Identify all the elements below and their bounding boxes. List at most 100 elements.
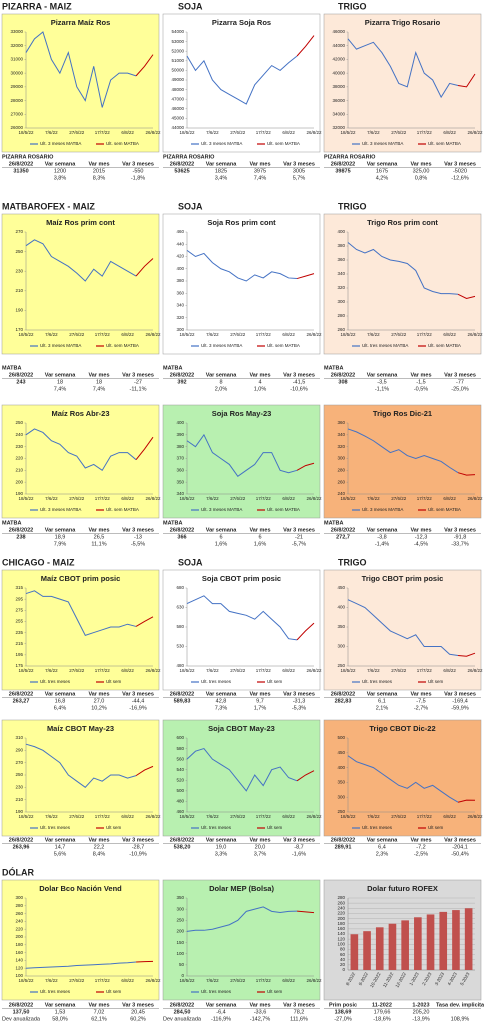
line-series — [135, 54, 154, 77]
table-header: 26/8/2022 — [170, 837, 194, 843]
line-series — [25, 239, 137, 282]
y-tick-label: 600 — [176, 735, 184, 740]
y-tick-label: 32000 — [332, 125, 345, 130]
x-tick-label: 7/6/22 — [45, 668, 58, 673]
x-tick-label: 27/6/22 — [391, 668, 407, 673]
y-tick-label: 360 — [176, 290, 184, 295]
chart-title: Trigo CBOT prim posic — [362, 574, 444, 583]
x-tick-label: 7/6/22 — [45, 978, 58, 983]
legend-label: Ult. sem MATBA — [428, 507, 461, 512]
table-cell: -3,5 — [377, 379, 386, 385]
y-tick-label: 50 — [179, 962, 185, 967]
chart-panel — [323, 213, 482, 355]
x-tick-label: 1-2023 — [408, 971, 420, 986]
table-cell: 3,8% — [54, 175, 67, 181]
bar — [464, 908, 473, 970]
y-tick-label: 310 — [15, 735, 23, 740]
y-tick-label: 100 — [176, 951, 184, 956]
chart-title: Trigo CBOT Dic-22 — [369, 724, 435, 733]
table-header: 26/8/2022 — [331, 691, 355, 697]
y-tick-label: 300 — [337, 794, 345, 799]
table-cell: 20,45 — [131, 1009, 145, 1015]
x-tick-label: 27/6/22 — [230, 130, 246, 135]
legend-label: Ult. tres meses MATBA — [362, 343, 408, 348]
x-tick-label: 26/8/22 — [467, 814, 483, 819]
table-header: 26/8/2022 — [331, 837, 355, 843]
y-tick-label: 200 — [176, 929, 184, 934]
table-cell: -1,1% — [375, 386, 389, 392]
table-cell: 3,3% — [215, 851, 228, 857]
table-cell: -13,9% — [412, 1016, 430, 1022]
table-header: Var 3 meses — [283, 372, 315, 378]
x-tick-label: 27/6/22 — [230, 496, 246, 501]
table-header: Var mes — [249, 1002, 270, 1008]
table-header: Var 3 meses — [444, 161, 476, 167]
table-header: Var semana — [206, 691, 238, 697]
table-label: MATBA — [163, 365, 182, 371]
y-tick-label: 360 — [337, 257, 345, 262]
line-series — [186, 249, 298, 282]
y-tick-label: 400 — [176, 266, 184, 271]
y-tick-label: 29000 — [10, 84, 23, 89]
table-cell: 6,4 — [378, 844, 386, 850]
y-tick-label: 560 — [176, 756, 184, 761]
legend-label: Ult sem — [267, 825, 283, 830]
table-cell: -27 — [134, 379, 142, 385]
x-tick-label: 18/5/22 — [340, 668, 356, 673]
table-cell: 20,0 — [255, 844, 266, 850]
legend-label: Ult. tres meses — [201, 989, 232, 994]
y-tick-label: 400 — [337, 765, 345, 770]
y-tick-label: 150 — [176, 940, 184, 945]
bar — [388, 923, 397, 970]
table-header: Var 3 meses — [122, 1002, 154, 1008]
x-tick-label: 7/6/22 — [45, 496, 58, 501]
table-header: 26/8/2022 — [9, 161, 33, 167]
table-cell: 7,9% — [54, 541, 67, 547]
y-tick-label: 260 — [15, 911, 23, 916]
table-cell: -25,0% — [451, 386, 469, 392]
y-tick-label: 630 — [176, 605, 184, 610]
table-cell: 58,0% — [52, 1016, 68, 1022]
table-header: Var mes — [410, 161, 431, 167]
x-tick-label: 26/8/22 — [467, 668, 483, 673]
y-tick-label: 270 — [15, 760, 23, 765]
chart-panel — [323, 569, 482, 691]
x-tick-label: 26/8/22 — [467, 332, 483, 337]
chart-title: Pizarra Maíz Ros — [51, 18, 111, 27]
line-series — [135, 258, 154, 277]
bar — [439, 911, 448, 970]
table-label: PIZARRA ROSARIO — [324, 154, 376, 160]
table-header: Var mes — [410, 527, 431, 533]
chart-panel — [162, 569, 321, 691]
y-tick-label: 190 — [15, 308, 23, 313]
table-cell: 62,1% — [91, 1016, 107, 1022]
table-cell: 1200 — [54, 168, 66, 174]
table-cell: -21 — [295, 534, 303, 540]
table-header: Var 3 meses — [122, 837, 154, 843]
legend-label: Ult sem — [106, 989, 122, 994]
x-tick-label: 6/8/22 — [282, 130, 295, 135]
section-heading: PIZARRA - MAIZ — [2, 1, 72, 11]
y-tick-label: 220 — [15, 456, 23, 461]
table-cell: 7,4% — [54, 386, 67, 392]
legend-label: Ult. 3 meses MATBA — [362, 141, 403, 146]
table-header: 1-2023 — [412, 1002, 429, 1008]
y-tick-label: 350 — [337, 780, 345, 785]
table-cell: -10,6% — [290, 386, 308, 392]
y-tick-label: 260 — [337, 479, 345, 484]
table-cell: 2,3% — [376, 851, 389, 857]
x-tick-label: 6/8/22 — [282, 496, 295, 501]
y-tick-label: 240 — [337, 905, 345, 910]
x-tick-label: 18/5/22 — [18, 496, 34, 501]
table-header: Var mes — [88, 691, 109, 697]
table-cell: -5,7% — [292, 541, 306, 547]
y-tick-label: 210 — [15, 468, 23, 473]
table-cell: 18 — [96, 379, 102, 385]
table-header: Var semana — [367, 161, 399, 167]
table-cell: 392 — [177, 379, 186, 385]
table-header: Var semana — [206, 527, 238, 533]
table-header: Var 3 meses — [122, 161, 154, 167]
section-heading: SOJA — [178, 1, 203, 11]
y-tick-label: 100 — [337, 941, 345, 946]
